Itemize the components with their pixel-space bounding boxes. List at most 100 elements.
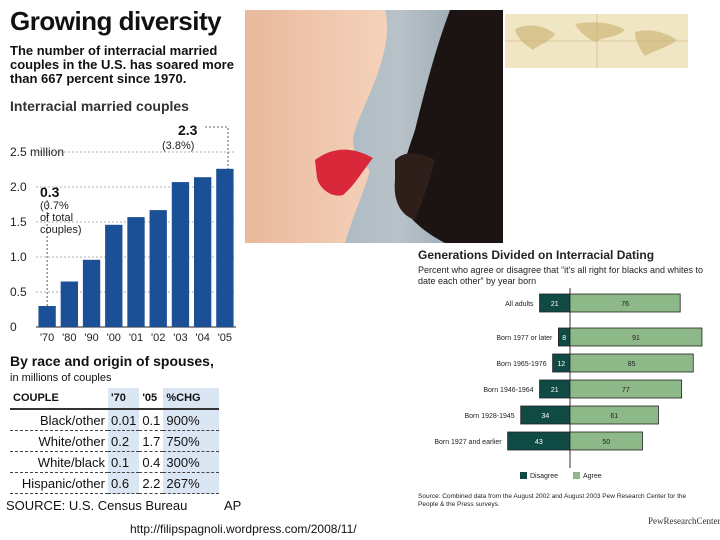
infographic-source: SOURCE: U.S. Census Bureau [6, 498, 188, 513]
legend-disagree-label: Disagree [530, 473, 558, 480]
disagree-value: 21 [551, 301, 559, 308]
agree-value: 61 [610, 413, 618, 420]
kissing-lips-photo [245, 10, 503, 243]
x-tick-label: '03 [173, 332, 187, 344]
row-1970: 0.1 [108, 451, 140, 473]
legend-agree-swatch [573, 472, 580, 479]
agree-bar [569, 405, 659, 425]
y-tick-label: 2.5 million [10, 145, 64, 159]
row-change: 267% [163, 472, 220, 494]
table-subtitle: in millions of couples [10, 372, 112, 384]
generations-chart-source: Source: Combined data from the August 20… [418, 493, 687, 508]
table-row: White/black 0.1 0.4 300% [10, 451, 220, 473]
table-header-row: COUPLE '70 '05 %CHG [10, 388, 220, 410]
y-tick-label: 0.5 [10, 285, 27, 299]
legend-agree-label: Agree [583, 473, 602, 480]
red-lips [315, 149, 373, 196]
agree-value: 85 [628, 361, 636, 368]
agree-bar [569, 379, 683, 399]
disagree-value: 8 [562, 335, 566, 342]
agree-bar [569, 431, 643, 451]
x-tick-label: '04 [195, 332, 209, 344]
annotation-value: 2.3 [178, 122, 198, 138]
table-title: By race and origin of spouses, [10, 353, 214, 369]
disagree-value: 21 [551, 387, 559, 394]
bar [60, 281, 78, 327]
header-change: %CHG [163, 388, 220, 410]
generations-bar-chart: All adults 21 76 Born 1977 or later 8 91 Born … [434, 288, 703, 480]
bar [149, 210, 167, 327]
infographic-subtitle: The number of interracial married couple… [10, 43, 234, 86]
x-tick-label: '00 [107, 332, 121, 344]
x-tick-label: '02 [151, 332, 165, 344]
agree-value: 76 [621, 301, 629, 308]
row-label: Born 1977 or later [496, 335, 553, 342]
y-tick-label: 1.0 [10, 250, 27, 264]
row-label: Born 1965-1976 [496, 361, 546, 368]
row-2005: 1.7 [139, 430, 164, 452]
generations-chart-title: Generations Divided on Interracial Datin… [418, 248, 655, 262]
world-map-decoration [505, 14, 688, 68]
agree-value: 77 [622, 387, 630, 394]
row-change: 750% [163, 430, 220, 452]
row-1970: 0.6 [108, 472, 140, 494]
row-couple: White/other [10, 430, 108, 452]
row-2005: 0.1 [139, 409, 164, 431]
x-tick-label: '90 [84, 332, 98, 344]
x-tick-label: '01 [129, 332, 143, 344]
row-couple: Black/other [10, 409, 108, 431]
agree-bar [569, 293, 681, 313]
disagree-value: 12 [557, 361, 565, 368]
table-row: Black/other 0.01 0.1 900% [10, 409, 220, 431]
row-couple: White/black [10, 451, 108, 473]
disagree-value: 34 [541, 413, 549, 420]
disagree-value: 43 [535, 439, 543, 446]
bar [171, 182, 190, 327]
infographic-title: Growing diversity [10, 6, 222, 36]
annotation-detail: (3.8%) [162, 140, 194, 152]
annotation-value: 0.3 [40, 184, 60, 200]
ap-credit: AP [224, 498, 242, 513]
bar [82, 259, 101, 327]
table-row: Hispanic/other 0.6 2.2 267% [10, 472, 220, 494]
header-1970: '70 [108, 388, 140, 410]
row-2005: 0.4 [139, 451, 164, 473]
row-label: Born 1946-1964 [483, 387, 533, 394]
row-label: Born 1928-1945 [464, 413, 514, 420]
row-1970: 0.01 [108, 409, 140, 431]
row-1970: 0.2 [108, 430, 140, 452]
x-tick-label: '70 [40, 332, 54, 344]
agree-bar [569, 327, 703, 347]
header-couple: COUPLE [10, 388, 108, 410]
interracial-couples-bar-chart: 0 0.5 1.0 1.5 2.0 2.5 million '70 '80 '90 '00 '01 '… [10, 122, 236, 344]
agree-bar [569, 353, 694, 373]
bar [127, 217, 145, 327]
source-url: http://filipspagnoli.wordpress.com/2008/… [130, 522, 357, 536]
row-couple: Hispanic/other [10, 472, 108, 494]
dark-lips [394, 153, 435, 220]
header-2005: '05 [139, 388, 164, 410]
bar [38, 306, 56, 327]
row-label: All adults [505, 301, 534, 308]
generations-chart-subtitle: Percent who agree or disagree that “it’s… [418, 265, 703, 286]
row-2005: 2.2 [139, 472, 164, 494]
interracial-couples-infographic: Growing diversity The number of interrac… [0, 0, 245, 515]
bar [105, 224, 123, 327]
y-tick-label: 0 [10, 320, 17, 334]
agree-value: 50 [602, 439, 610, 446]
bar [216, 168, 234, 327]
pew-research-logo: PewResearchCenter [648, 516, 720, 526]
spouse-origin-table: COUPLE '70 '05 %CHG Black/other 0.01 0.1… [10, 388, 220, 494]
agree-value: 91 [632, 335, 640, 342]
annotation-detail: (0.7% of total couples) [40, 200, 82, 236]
row-label: Born 1927 and earlier [434, 439, 502, 446]
y-tick-label: 1.5 [10, 215, 27, 229]
y-tick-label: 2.0 [10, 180, 27, 194]
bar [194, 177, 212, 327]
row-change: 300% [163, 451, 220, 473]
legend-disagree-swatch [520, 472, 527, 479]
bar-chart-title: Interracial married couples [10, 98, 189, 114]
x-tick-label: '05 [218, 332, 232, 344]
table-row: White/other 0.2 1.7 750% [10, 430, 220, 452]
x-tick-label: '80 [62, 332, 76, 344]
